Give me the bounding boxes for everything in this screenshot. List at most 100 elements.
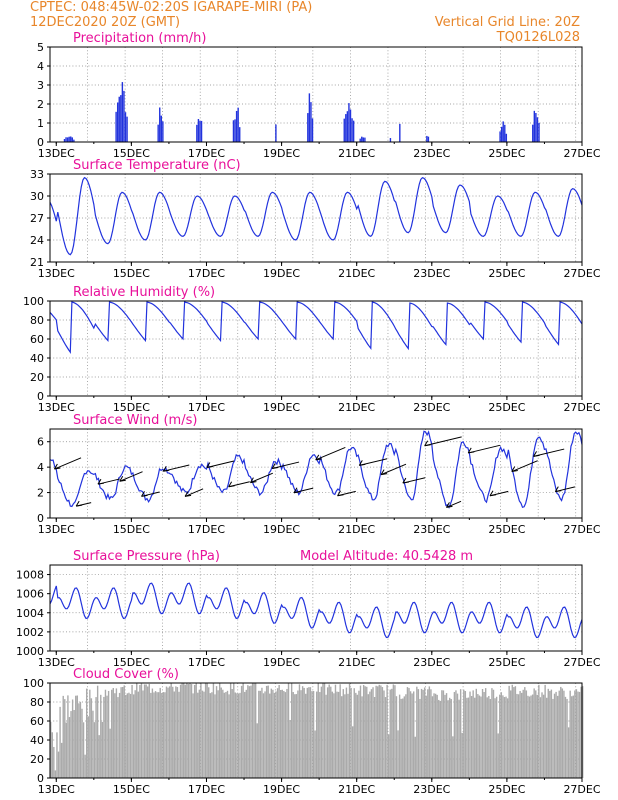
cloud-bar <box>362 684 365 778</box>
cloud-bar <box>142 690 144 778</box>
cloud-bar <box>84 754 86 778</box>
precip-bar <box>352 120 355 142</box>
cloud-bar <box>466 697 468 778</box>
wind-arrow-head <box>467 447 472 454</box>
cloud-bar <box>120 687 122 778</box>
cloud-bar <box>259 690 262 778</box>
pres-subtitle: Model Altitude: 40.5428 m <box>300 549 473 564</box>
temp-ytick-label: 33 <box>30 168 44 181</box>
rh-ytick-label: 80 <box>30 314 44 327</box>
pres-xtick-label: 25DEC <box>488 656 525 669</box>
temp-ytick-label: 21 <box>30 256 44 269</box>
cloud-bar <box>311 691 313 778</box>
cloud-bar <box>522 689 524 778</box>
cloud-bar <box>331 691 334 778</box>
cloud-bar <box>389 689 391 778</box>
cloud-bar <box>93 722 96 778</box>
cloud-bar <box>445 693 448 778</box>
wind-arrow-head <box>206 466 213 469</box>
rh-xtick-label: 27DEC <box>563 401 600 414</box>
cloud-bar <box>92 710 94 778</box>
rh-ytick-label: 60 <box>30 333 44 346</box>
cloud-bar <box>409 691 412 778</box>
cloud-bar <box>117 697 119 778</box>
wind-arrow-head <box>97 482 105 485</box>
wind-arrow-head <box>489 490 494 497</box>
cloud-bar <box>203 691 205 778</box>
cloud-bar <box>286 688 288 778</box>
cloud-bar <box>265 685 268 778</box>
rh-line <box>49 301 583 355</box>
wind-arrow-head <box>533 451 537 457</box>
wind-arrow-head <box>358 460 363 466</box>
precip-bar <box>275 124 277 142</box>
cloud-bar <box>148 683 150 778</box>
wind-ytick-label: 0 <box>37 512 44 525</box>
precip-bar <box>73 139 75 142</box>
wind-xtick-label: 15DEC <box>113 523 150 536</box>
precip-bar <box>71 137 74 142</box>
cloud-bar <box>276 688 279 778</box>
wind-arrow-head <box>555 490 562 493</box>
cloud-bar <box>289 720 291 778</box>
cloud-bar <box>377 686 379 778</box>
cloud-bar <box>317 683 319 778</box>
cloud-bar <box>383 690 385 778</box>
temp-ytick-label: 27 <box>30 212 44 225</box>
precip-xtick-label: 23DEC <box>413 147 450 160</box>
cloud-bar <box>218 683 221 778</box>
cloud-bar <box>244 691 246 778</box>
cloud-bar <box>231 689 233 778</box>
cloud-bar <box>500 692 503 778</box>
cloud-bar <box>439 700 442 778</box>
rh-xtick-label: 15DEC <box>113 401 150 414</box>
cloud-bar <box>520 692 523 778</box>
cloud-bar <box>527 695 529 778</box>
cloud-bar <box>427 689 429 778</box>
wind-arrow-head <box>337 494 344 497</box>
wind-arrow-head <box>163 469 170 472</box>
cloud-bar <box>237 693 240 778</box>
wind-arrow-head <box>381 473 388 476</box>
cloud-bar <box>303 687 305 778</box>
cloud-bar <box>114 693 116 778</box>
wind-arrow-head <box>271 463 276 469</box>
precip-bar <box>532 124 534 142</box>
cloud-bar <box>256 723 258 778</box>
pres-xtick-label: 21DEC <box>338 656 375 669</box>
cloud-bar <box>272 689 274 778</box>
wind-arrow-head <box>511 466 516 472</box>
cloud-bar <box>139 685 141 778</box>
cloud-bar <box>192 693 194 778</box>
cloud-xtick-label: 17DEC <box>188 783 225 796</box>
cloud-bar <box>444 694 446 778</box>
cloud-bar <box>423 687 426 778</box>
cloud-bar <box>65 722 68 778</box>
cloud-bar <box>387 734 390 778</box>
cloud-bar <box>508 685 510 778</box>
cloud-bar <box>292 692 294 778</box>
precip-bar <box>123 90 125 142</box>
cloud-ytick-label: 60 <box>30 715 44 728</box>
pres-xtick-label: 15DEC <box>113 656 150 669</box>
cloud-bar <box>384 697 387 778</box>
precip-bar <box>311 118 314 142</box>
cloud-bar <box>536 694 539 778</box>
precip-bar <box>126 116 128 142</box>
wind-arrow-head <box>446 502 450 508</box>
wind-xtick-label: 13DEC <box>38 523 75 536</box>
temp-ytick-label: 24 <box>30 234 44 247</box>
wind-xtick-label: 25DEC <box>488 523 525 536</box>
rh-ytick-label: 40 <box>30 352 44 365</box>
precip-bar <box>232 120 235 142</box>
wind-arrow-head <box>206 462 211 468</box>
cloud-bar <box>315 691 318 778</box>
cloud-bar <box>186 683 188 778</box>
cloud-bar <box>345 687 348 778</box>
cloud-bar <box>254 683 257 778</box>
cloud-bar <box>474 697 476 778</box>
temp-xtick-label: 25DEC <box>488 267 525 280</box>
cloud-bar <box>147 686 149 778</box>
cloud-bar <box>228 694 230 778</box>
cloud-bar <box>319 692 321 778</box>
